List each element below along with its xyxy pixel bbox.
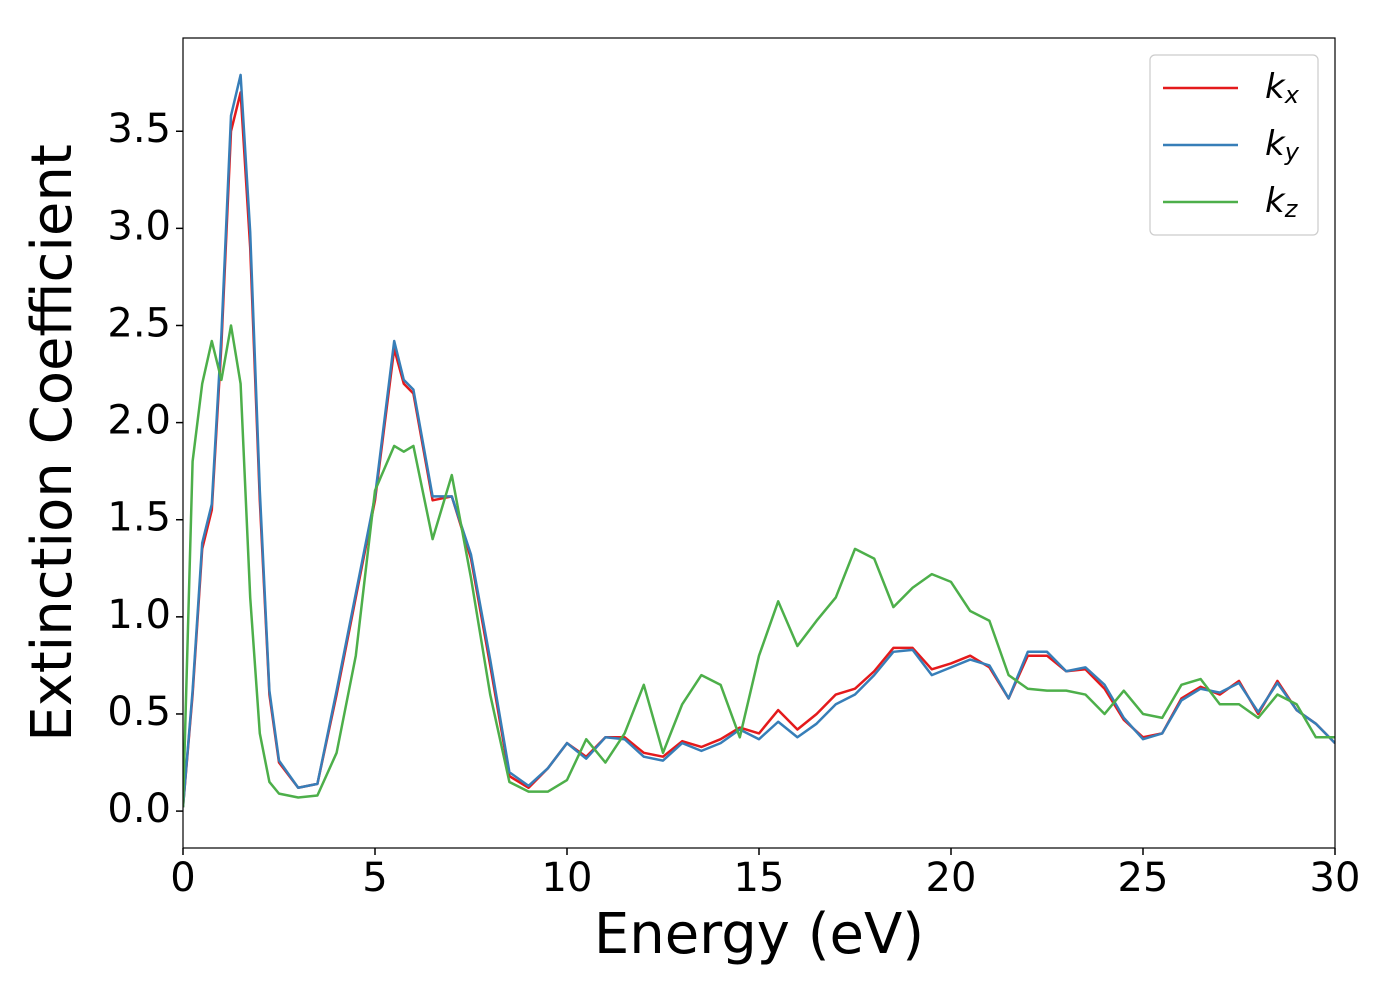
x-tick-label: 20 <box>926 855 977 901</box>
y-axis-label: Extinction Coefficient <box>20 144 85 742</box>
y-tick-label: 0.0 <box>107 786 171 832</box>
x-tick-label: 25 <box>1118 855 1169 901</box>
y-tick-label: 2.0 <box>107 398 171 444</box>
y-tick-label: 1.5 <box>107 495 171 541</box>
plot-frame <box>182 37 1336 849</box>
x-axis-label: Energy (eV) <box>594 902 924 967</box>
legend-label: ky <box>1265 124 1300 167</box>
x-tick-label: 0 <box>170 855 195 901</box>
y-tick-label: 3.5 <box>107 106 171 152</box>
y-tick-label: 1.0 <box>107 592 171 638</box>
x-tick-label: 15 <box>734 855 785 901</box>
y-tick-label: 3.0 <box>107 203 171 249</box>
x-tick-label: 5 <box>362 855 387 901</box>
legend-label: kz <box>1265 181 1299 224</box>
x-tick-label: 30 <box>1310 855 1361 901</box>
legend-label: kx <box>1265 67 1300 110</box>
line-series <box>183 324 1335 808</box>
x-tick-label: 10 <box>542 855 593 901</box>
y-tick-label: 2.5 <box>107 300 171 346</box>
y-tick-label: 0.5 <box>107 689 171 735</box>
line-series <box>183 73 1335 808</box>
